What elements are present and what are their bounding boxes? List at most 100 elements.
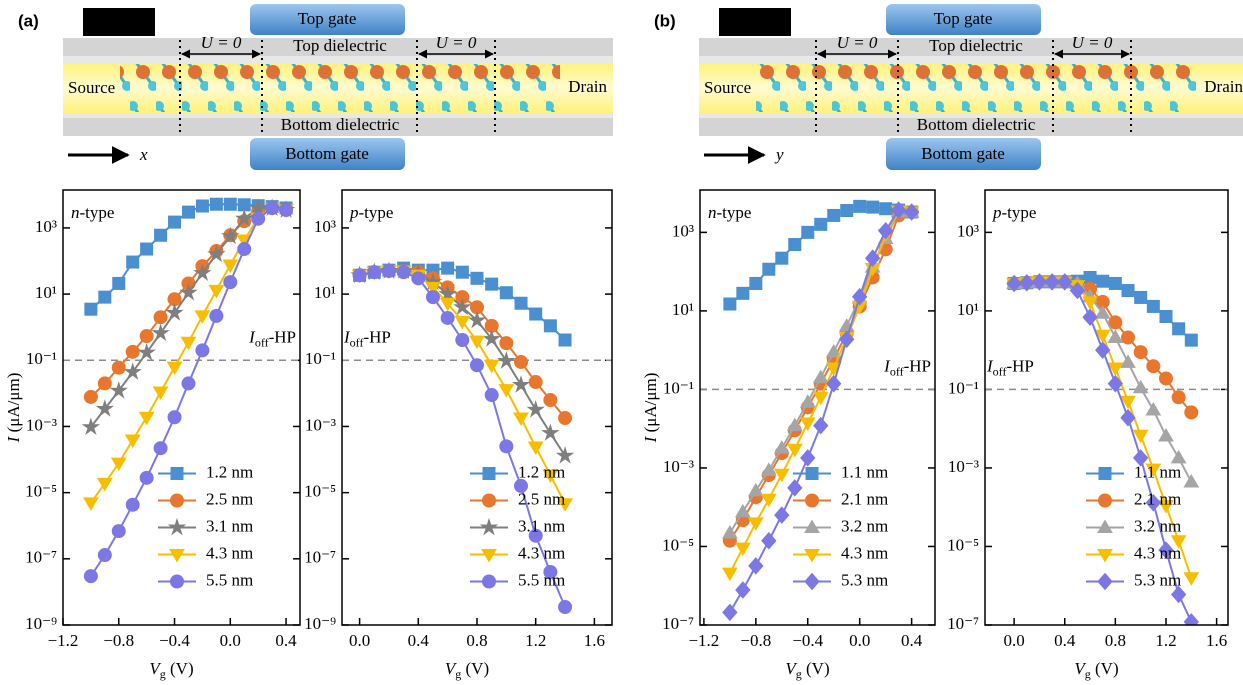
marker	[1082, 308, 1098, 326]
direction-box	[719, 8, 791, 36]
marker	[1108, 276, 1122, 290]
y-tick-label: 10⁻³	[948, 457, 979, 476]
legend-label: 2.1 nm	[1134, 489, 1181, 508]
marker	[528, 528, 543, 543]
marker	[237, 198, 251, 212]
marker	[166, 361, 183, 376]
marker	[467, 310, 487, 329]
marker	[499, 439, 514, 454]
chart: 10⁻⁷ 10⁻⁵ 10⁻³ 10⁻¹ 10¹ 10³ 0.0 0.4 0.8 1.2 1.6 p-t…	[947, 189, 1229, 681]
marker	[1146, 299, 1160, 313]
marker	[180, 336, 197, 351]
x-axis-title-part: V	[445, 659, 458, 678]
y-tick-label: 10⁻¹	[948, 378, 979, 397]
annotation: p-type	[992, 203, 1036, 222]
threshold-label: Ioff-HP	[343, 327, 391, 349]
marker	[1158, 541, 1174, 559]
legend-label: 1.2 nm	[206, 462, 253, 481]
annotation: p-type	[349, 203, 393, 222]
annotation-part: -type	[359, 203, 394, 222]
marker	[237, 242, 252, 257]
y-axis-title-part: (μA/μm)	[641, 373, 660, 437]
marker	[1120, 354, 1136, 368]
y-tick-label: 10⁻⁷	[947, 614, 979, 633]
threshold-label: Ioff-HP	[883, 356, 931, 378]
marker	[760, 493, 777, 508]
x-tick-label: 0.8	[1105, 631, 1126, 650]
legend-label: 4.3 nm	[841, 543, 888, 562]
x-axis-title-part: V	[149, 659, 162, 678]
marker	[890, 201, 907, 219]
legend-marker	[482, 574, 496, 589]
annotation-part: -type	[80, 203, 115, 222]
marker	[1121, 330, 1136, 345]
marker	[265, 201, 280, 216]
y-axis-title: I (μA/μm)	[4, 373, 23, 444]
chart: 10⁻⁹ 10⁻⁷ 10⁻⁵ 10⁻³ 10⁻¹ 10¹ 10³ 0.0 0.4 0.8 1.2 1.…	[304, 189, 613, 681]
legend-label: 4.3 nm	[518, 543, 565, 562]
marker	[1146, 359, 1161, 374]
bottom-gate	[250, 138, 405, 170]
x-tick-label: 0.0	[1003, 631, 1024, 650]
marker	[1145, 401, 1162, 416]
marker	[1158, 428, 1174, 442]
marker	[1132, 429, 1149, 444]
annotation-part: -type	[717, 203, 752, 222]
marker	[83, 497, 99, 511]
x-tick-label: 1.2	[1155, 631, 1176, 650]
x-tick-label: 0.8	[466, 631, 487, 650]
legend-marker	[170, 467, 184, 480]
annotation-part: -type	[1002, 203, 1037, 222]
marker	[498, 384, 515, 398]
marker	[139, 470, 154, 485]
threshold-label-part: -HP	[904, 356, 931, 375]
x-axis-title-part: g	[1085, 667, 1091, 681]
marker	[543, 393, 558, 408]
marker	[786, 443, 803, 458]
top-gate-label: Top gate	[298, 9, 357, 28]
marker	[168, 215, 182, 229]
marker	[138, 411, 155, 426]
marker	[526, 400, 545, 418]
drain-label: Drain	[568, 77, 607, 96]
marker	[123, 362, 142, 380]
top-gate-label: Top gate	[934, 9, 993, 28]
marker	[735, 581, 751, 599]
drain-label: Drain	[1204, 77, 1243, 96]
annotation-part: p	[349, 203, 359, 222]
marker	[827, 208, 841, 222]
atoms	[756, 64, 1196, 112]
y-tick-label: 10⁻⁷	[25, 548, 57, 567]
marker	[194, 310, 211, 324]
legend-label: 4.3 nm	[206, 543, 253, 562]
y-tick-label: 10⁻⁹	[25, 614, 57, 633]
marker	[812, 391, 829, 406]
panel-label: (b)	[654, 11, 676, 30]
plot-area	[1006, 270, 1200, 625]
x-axis-title-part: (V)	[1091, 659, 1119, 678]
marker	[154, 228, 168, 242]
y-tick-label: 10⁻⁵	[25, 482, 57, 501]
marker	[555, 446, 575, 464]
marker	[1134, 290, 1148, 304]
marker	[499, 336, 514, 351]
plot-frame	[62, 189, 301, 626]
marker	[542, 469, 559, 484]
marker	[774, 506, 790, 524]
y-tick-label: 10⁻⁵	[947, 535, 979, 554]
legend-label: 2.1 nm	[841, 489, 888, 508]
marker	[825, 343, 842, 358]
marker	[439, 297, 456, 312]
legend-marker	[1098, 467, 1112, 480]
bottom-dielectric-label: Bottom dielectric	[917, 115, 1036, 134]
marker	[513, 412, 529, 427]
legend-marker	[479, 517, 499, 536]
marker	[441, 261, 455, 275]
y-tick-label: 10³	[35, 217, 57, 236]
marker	[839, 330, 855, 348]
region-label: U = 0	[837, 33, 878, 52]
legend-label: 5.5 nm	[206, 570, 253, 589]
y-axis-title-part: (μA/μm)	[4, 373, 23, 437]
marker	[425, 281, 441, 296]
